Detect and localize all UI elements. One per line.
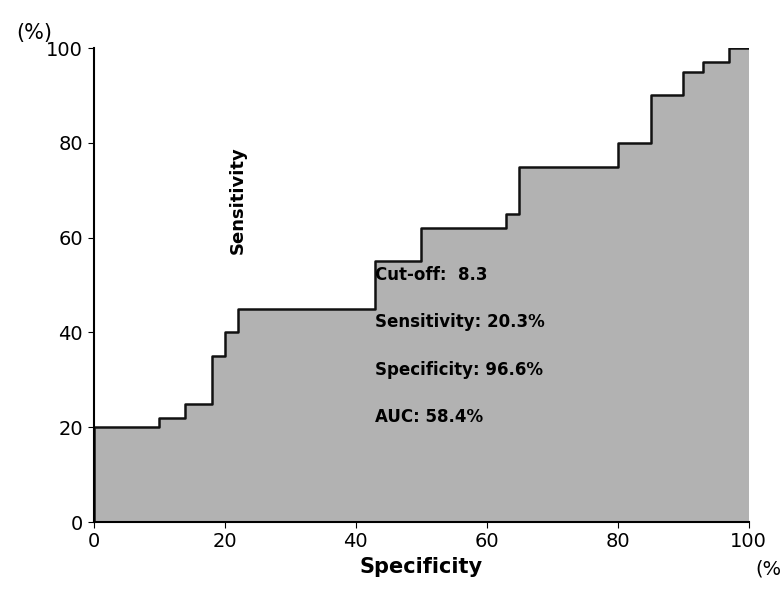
Y-axis label: (%): (%): [16, 23, 52, 43]
Polygon shape: [94, 48, 749, 522]
Text: AUC: 58.4%: AUC: 58.4%: [375, 408, 484, 426]
Text: Specificity: 96.6%: Specificity: 96.6%: [375, 361, 544, 379]
Text: Sensitivity: 20.3%: Sensitivity: 20.3%: [375, 313, 545, 331]
Text: Cut-off:  8.3: Cut-off: 8.3: [375, 266, 488, 284]
X-axis label: Specificity: Specificity: [360, 557, 483, 577]
Text: Sensitivity: Sensitivity: [229, 146, 246, 254]
Text: (%): (%): [755, 560, 780, 579]
